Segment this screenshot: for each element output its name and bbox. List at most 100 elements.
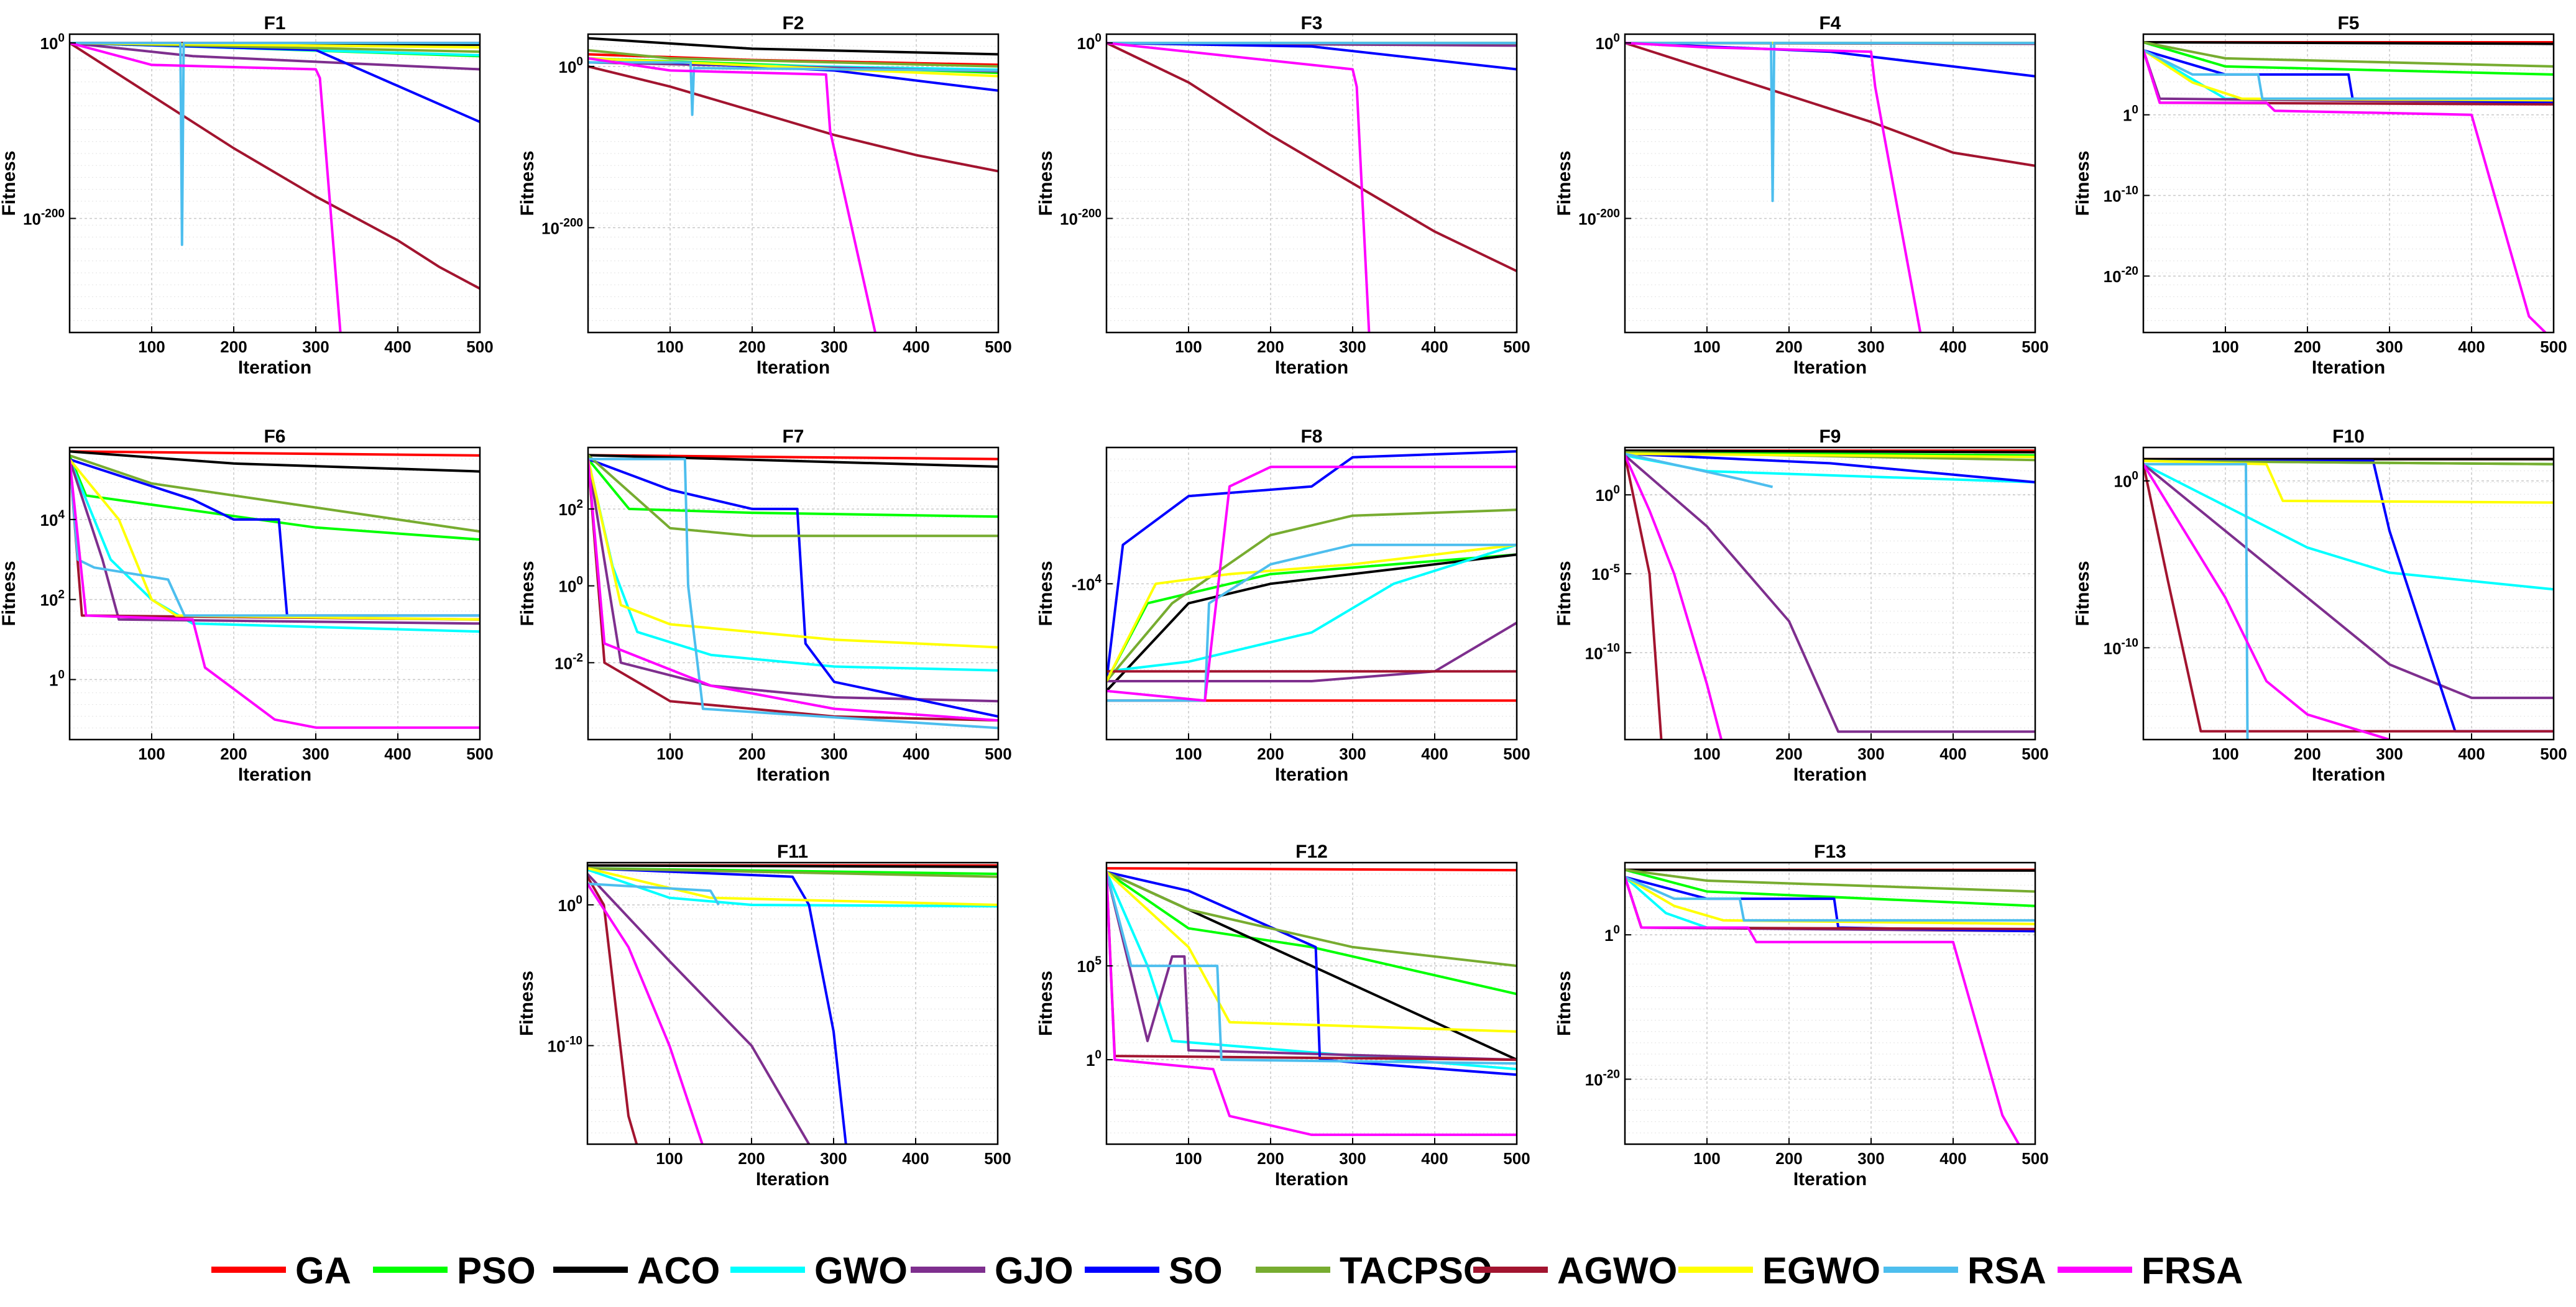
x-axis-label: Iteration xyxy=(1793,1169,1867,1190)
series-line-gwo xyxy=(587,868,998,908)
series-line-ga xyxy=(1106,867,1517,872)
series-line-so xyxy=(1106,450,1517,682)
y-axis-label: Fitness xyxy=(517,150,538,216)
series-line-frsa xyxy=(70,42,342,332)
y-tick-label: 100 xyxy=(559,575,584,596)
series-line-ga xyxy=(70,450,480,457)
series-line-frsa xyxy=(588,57,876,332)
series-line-gjo xyxy=(1625,454,2035,733)
series-line-tacpso xyxy=(2143,41,2554,68)
x-tick-label: 400 xyxy=(2458,337,2485,356)
x-tick-label: 200 xyxy=(738,337,765,356)
series-group xyxy=(588,37,998,332)
plot-frame xyxy=(2142,33,2555,334)
x-tick-label: 500 xyxy=(2022,1149,2048,1168)
series-line-rsa xyxy=(1625,876,2035,922)
series-line-rsa xyxy=(2143,49,2554,100)
panel-title: F1 xyxy=(264,13,285,34)
series-group xyxy=(1106,867,1517,1136)
chart-panel-f2: 100 200 300 400 500 100 10-200 F2 Iteration Fitne… xyxy=(517,13,1012,378)
series-line-rsa xyxy=(1106,543,1517,702)
series-line-so xyxy=(70,458,480,617)
x-tick-label: 400 xyxy=(1421,745,1448,763)
y-tick-label: 10-20 xyxy=(1585,1068,1620,1089)
series-line-egwo xyxy=(70,459,480,621)
x-tick-label: 200 xyxy=(1775,745,1802,763)
plot-frame xyxy=(1105,33,1518,334)
y-axis-label: Fitness xyxy=(1554,561,1575,626)
series-line-tacpso xyxy=(2143,459,2554,465)
series-line-egwo xyxy=(587,867,998,906)
series-line-frsa xyxy=(1106,465,1517,702)
plot-frame xyxy=(1624,33,2036,334)
series-line-aco xyxy=(2143,41,2554,45)
plot-frame xyxy=(1624,861,2036,1145)
x-tick-label: 500 xyxy=(2022,337,2048,356)
series-line-gjo xyxy=(588,459,998,703)
x-tick-label: 100 xyxy=(2212,337,2238,356)
legend-item-pso: PSO xyxy=(373,1250,536,1291)
plot-frame xyxy=(587,33,1000,334)
x-axis-label: Iteration xyxy=(2312,764,2385,785)
legend-item-gjo: GJO xyxy=(911,1250,1074,1291)
y-tick-label: 104 xyxy=(40,508,65,530)
series-line-rsa xyxy=(1625,42,2035,203)
x-tick-label: 300 xyxy=(1339,337,1366,356)
series-line-frsa xyxy=(1625,876,2020,1144)
series-line-egwo xyxy=(1625,452,2035,459)
x-tick-label: 200 xyxy=(1257,745,1284,763)
series-group xyxy=(1625,449,2035,740)
series-line-rsa xyxy=(588,457,998,730)
legend-label: GA xyxy=(295,1250,351,1291)
y-axis-label: Fitness xyxy=(517,561,538,626)
y-tick-label: 100 xyxy=(1596,32,1621,53)
panel-title: F9 xyxy=(1819,426,1841,447)
series-line-egwo xyxy=(1625,876,2035,925)
x-tick-label: 500 xyxy=(2540,745,2567,763)
y-tick-label: 102 xyxy=(40,589,65,610)
y-tick-label: 10 xyxy=(2123,104,2138,125)
plot-frame xyxy=(68,33,481,334)
x-tick-label: 100 xyxy=(1693,337,1720,356)
plot-frame xyxy=(68,446,481,741)
x-tick-label: 300 xyxy=(1339,1149,1366,1168)
x-tick-label: 300 xyxy=(1857,745,1884,763)
x-axis-label: Iteration xyxy=(238,764,311,785)
panel-title: F3 xyxy=(1300,13,1322,34)
chart-panel-f1: 100 200 300 400 500 100 10-200 F1 Iteration Fitne… xyxy=(0,13,494,378)
x-tick-label: 100 xyxy=(656,337,683,356)
legend-item-tacpso: TACPSO xyxy=(1256,1250,1493,1291)
x-tick-label: 500 xyxy=(466,745,493,763)
panel-title: F5 xyxy=(2337,13,2359,34)
plot-frame xyxy=(1624,446,2036,741)
y-axis-label: Fitness xyxy=(1554,971,1575,1036)
x-axis-label: Iteration xyxy=(1275,357,1348,378)
series-line-pso xyxy=(1106,553,1517,682)
series-line-egwo xyxy=(2143,459,2554,504)
series-group xyxy=(1106,450,1517,702)
y-tick-label: 10 xyxy=(49,668,65,689)
series-line-aco xyxy=(587,864,998,868)
series-line-agwo xyxy=(1106,42,1517,273)
y-tick-label: 10-10 xyxy=(1585,641,1620,663)
y-tick-label: 102 xyxy=(559,498,584,519)
x-tick-label: 100 xyxy=(1175,337,1202,356)
series-line-pso xyxy=(1106,871,1517,996)
legend-label: AGWO xyxy=(1557,1250,1677,1291)
series-line-gjo xyxy=(1106,621,1517,682)
x-tick-label: 200 xyxy=(2294,745,2321,763)
series-line-tacpso xyxy=(70,454,480,533)
panel-title: F12 xyxy=(1295,842,1328,862)
legend-item-egwo: EGWO xyxy=(1678,1250,1880,1291)
x-axis-label: Iteration xyxy=(757,764,830,785)
series-line-rsa xyxy=(587,883,720,906)
series-line-frsa xyxy=(1106,42,1371,332)
x-tick-label: 400 xyxy=(384,337,411,356)
chart-panel-f4: 100 200 300 400 500 100 10-200 F4 Iteration Fitne… xyxy=(1554,13,2049,378)
series-line-gjo xyxy=(70,42,480,71)
x-axis-label: Iteration xyxy=(1275,1169,1348,1190)
y-tick-label: 10-200 xyxy=(1060,207,1102,228)
series-line-tacpso xyxy=(588,48,998,68)
series-line-tacpso xyxy=(1106,508,1517,682)
y-tick-label: 10-10 xyxy=(548,1034,582,1055)
